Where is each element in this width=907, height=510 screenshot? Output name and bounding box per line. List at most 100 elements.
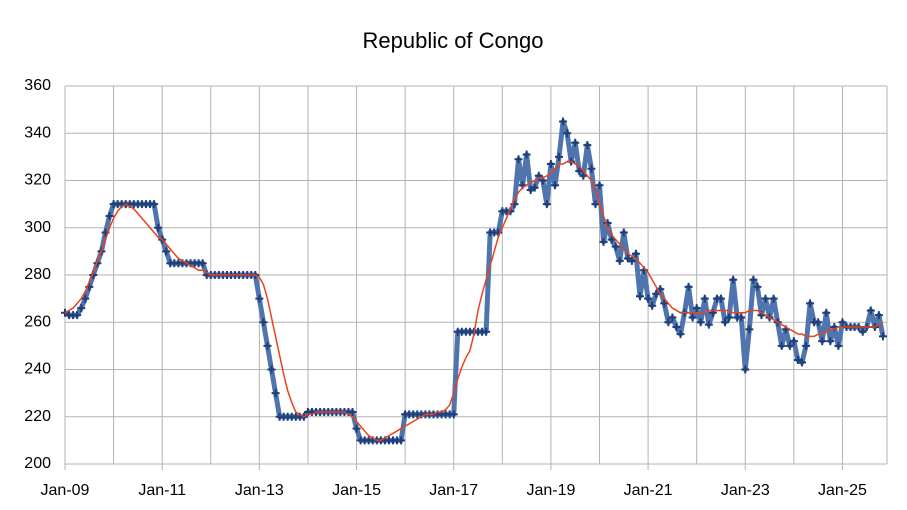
marker [668, 313, 677, 322]
marker [81, 294, 90, 303]
y-tick-label: 260 [24, 313, 51, 330]
marker [644, 294, 653, 303]
marker [449, 410, 458, 419]
marker [591, 200, 600, 209]
marker [793, 356, 802, 365]
marker [745, 325, 754, 334]
x-tick-label: Jan-25 [818, 482, 867, 499]
marker [878, 332, 887, 341]
marker [542, 200, 551, 209]
marker [737, 313, 746, 322]
marker [684, 282, 693, 291]
marker [352, 424, 361, 433]
marker [348, 408, 357, 417]
marker [623, 254, 632, 263]
marker [652, 289, 661, 298]
marker [267, 365, 276, 374]
marker [555, 152, 564, 161]
marker [777, 341, 786, 350]
marker [599, 237, 608, 246]
marker [806, 299, 815, 308]
marker [263, 341, 272, 350]
marker [741, 365, 750, 374]
marker [595, 181, 604, 190]
marker [866, 306, 875, 315]
marker [77, 304, 86, 313]
trend-line [64, 160, 883, 442]
marker [725, 313, 734, 322]
marker [579, 171, 588, 180]
marker [729, 275, 738, 284]
x-tick-label: Jan-21 [624, 482, 673, 499]
marker [753, 282, 762, 291]
marker [704, 320, 713, 329]
marker [789, 337, 798, 346]
marker [692, 304, 701, 313]
marker [559, 117, 568, 126]
marker [105, 211, 114, 220]
marker [838, 318, 847, 327]
marker [522, 150, 531, 159]
marker [150, 200, 159, 209]
x-tick-label: Jan-13 [235, 482, 284, 499]
marker [769, 294, 778, 303]
marker [858, 327, 867, 336]
y-tick-label: 200 [24, 455, 51, 472]
y-tick-label: 280 [24, 266, 51, 283]
series-line [63, 118, 886, 443]
marker [571, 138, 580, 147]
marker [721, 318, 730, 327]
marker [716, 294, 725, 303]
marker [688, 313, 697, 322]
y-tick-label: 360 [24, 77, 51, 94]
marker [700, 294, 709, 303]
marker [162, 247, 171, 256]
marker [660, 299, 669, 308]
x-tick-label: Jan-11 [138, 482, 186, 499]
x-tick-label: Jan-19 [526, 482, 575, 499]
marker [672, 322, 681, 331]
marker [785, 341, 794, 350]
marker [676, 330, 685, 339]
marker [834, 341, 843, 350]
marker [526, 185, 535, 194]
marker [73, 311, 82, 320]
marker [611, 242, 620, 251]
marker [696, 318, 705, 327]
marker [575, 167, 584, 176]
marker [818, 337, 827, 346]
y-tick-label: 300 [24, 219, 51, 236]
marker [607, 235, 616, 244]
chart-title: Republic of Congo [362, 28, 543, 53]
x-tick-label: Jan-09 [41, 482, 90, 499]
marker [514, 155, 523, 164]
marker [550, 181, 559, 190]
marker [482, 327, 491, 336]
marker [583, 141, 592, 150]
x-tick-label: Jan-23 [721, 482, 770, 499]
y-tick-label: 240 [24, 361, 51, 378]
marker [546, 159, 555, 168]
marker [874, 311, 883, 320]
marker [587, 164, 596, 173]
marker [397, 436, 406, 445]
marker [255, 294, 264, 303]
marker [615, 256, 624, 265]
marker [530, 183, 539, 192]
marker [761, 294, 770, 303]
x-tick-label: Jan-17 [429, 482, 478, 499]
y-tick-label: 340 [24, 124, 51, 141]
marker [802, 341, 811, 350]
marker [797, 358, 806, 367]
marker [627, 256, 636, 265]
marker [198, 259, 207, 268]
marker [271, 389, 280, 398]
marker [259, 318, 268, 327]
x-tick-label: Jan-15 [332, 482, 381, 499]
marker [664, 318, 673, 327]
marker [563, 129, 572, 138]
marker [635, 292, 644, 301]
marker [631, 249, 640, 258]
marker [154, 223, 163, 232]
y-tick-label: 320 [24, 172, 51, 189]
